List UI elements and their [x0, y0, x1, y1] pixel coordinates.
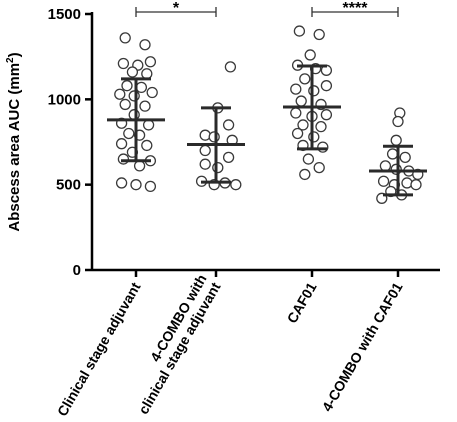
data-point	[117, 57, 130, 70]
data-point	[141, 68, 153, 80]
data-point	[222, 119, 235, 131]
data-point	[208, 131, 220, 143]
significance-brackets: * ****	[135, 0, 399, 17]
data-point	[119, 98, 131, 111]
data-point	[133, 160, 146, 172]
y-tick-label: 1500	[48, 6, 81, 23]
data-point	[144, 56, 157, 68]
y-tick-label: 1000	[48, 91, 81, 108]
data-point	[392, 115, 404, 128]
data-point	[390, 163, 402, 175]
data-point	[212, 161, 224, 174]
data-point	[399, 151, 411, 164]
data-point	[199, 144, 211, 157]
data-point	[290, 107, 302, 119]
data-point	[114, 88, 126, 100]
data-point	[121, 80, 133, 92]
data-point	[141, 139, 153, 152]
axes	[90, 12, 440, 277]
group-3	[369, 107, 427, 204]
data-point	[379, 160, 392, 172]
data-point	[313, 161, 325, 174]
data-point	[117, 153, 130, 165]
y-axis-label-superscript: 2	[5, 57, 16, 63]
data-point	[139, 39, 151, 51]
y-tick-label: 0	[73, 262, 81, 279]
data-point	[144, 180, 157, 193]
y-axis-label-close: )	[6, 52, 23, 57]
data-point	[297, 119, 309, 131]
data-point	[230, 179, 242, 191]
data-point	[308, 131, 320, 143]
y-ticks: 0 500 1000 1500	[48, 6, 92, 279]
category-labels: Clinical stage adjuvant 4-COMBO withclini…	[54, 272, 406, 419]
data-point	[313, 28, 325, 41]
category-label: CAF01	[284, 279, 320, 326]
data-point	[317, 141, 329, 153]
data-point	[386, 148, 399, 160]
group-2	[283, 25, 341, 181]
data-point	[130, 179, 142, 191]
data-point	[290, 83, 302, 95]
data-point	[390, 134, 402, 146]
group-1	[187, 61, 245, 191]
data-point	[308, 85, 320, 97]
data-point	[119, 32, 131, 44]
group-0	[107, 32, 165, 193]
data-point	[123, 127, 135, 140]
data-point	[291, 127, 304, 140]
data-point	[199, 158, 211, 170]
data-point	[128, 109, 140, 121]
data-point	[135, 81, 148, 94]
data-point	[115, 138, 128, 150]
data-point	[222, 151, 235, 164]
category-label: 4-COMBO with CAF01	[319, 279, 406, 414]
data-point	[320, 80, 333, 92]
category-label: Clinical stage adjuvant	[54, 279, 144, 419]
data-point	[299, 168, 311, 181]
y-axis-label-text: Abscess area AUC (mm	[6, 63, 23, 232]
data-point	[401, 177, 413, 189]
data-point	[320, 109, 333, 121]
data-point	[377, 175, 390, 187]
data-point	[315, 120, 327, 133]
data-point	[304, 49, 316, 61]
data-point	[139, 100, 151, 112]
significance-bracket-0: *	[135, 0, 217, 17]
significance-label: *	[173, 0, 180, 17]
y-axis-title: Abscess area AUC (mm2)	[5, 52, 23, 231]
y-axis-label: Abscess area AUC (mm2)	[5, 52, 23, 231]
data-point	[299, 73, 311, 85]
data-point	[224, 61, 237, 73]
y-tick-label: 500	[56, 177, 81, 194]
data-groups	[107, 25, 427, 204]
data-point	[410, 179, 422, 191]
data-point	[302, 153, 315, 165]
significance-label: ****	[343, 0, 369, 17]
data-point	[293, 25, 306, 37]
data-point	[199, 129, 211, 141]
data-point	[142, 119, 155, 131]
significance-bracket-1: ****	[311, 0, 399, 17]
data-point	[295, 95, 307, 107]
data-point	[115, 177, 128, 189]
data-point	[146, 86, 158, 99]
data-point	[128, 90, 140, 102]
data-point	[126, 66, 139, 78]
